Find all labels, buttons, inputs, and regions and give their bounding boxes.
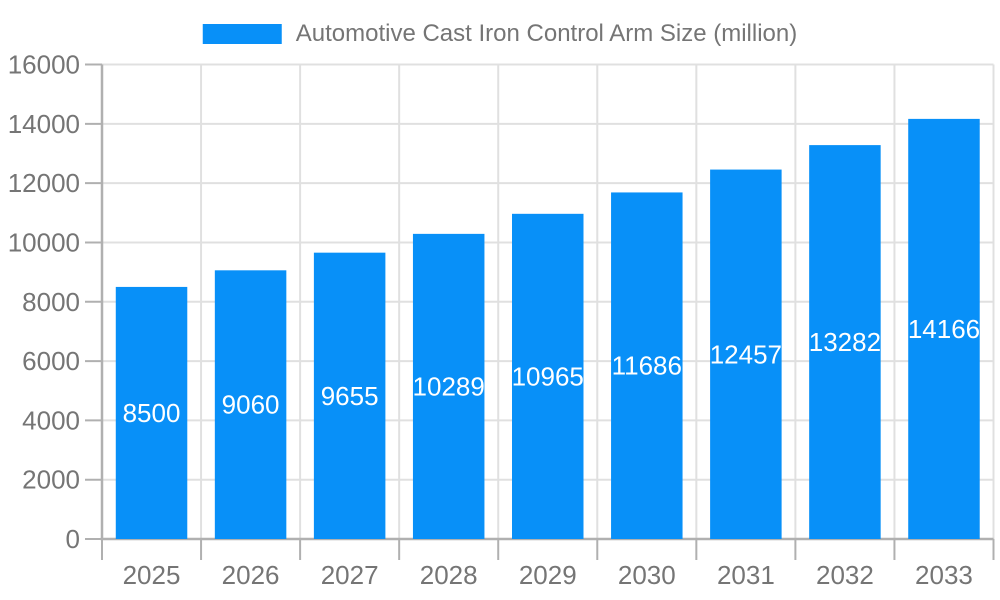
legend-label: Automotive Cast Iron Control Arm Size (m… [295, 20, 798, 47]
x-tick-label: 2028 [420, 560, 478, 590]
bar-value-label: 9655 [321, 381, 379, 411]
bar-2025 [115, 286, 188, 539]
bar-2029 [512, 213, 584, 539]
x-tick-label: 2031 [717, 560, 775, 590]
x-tick-label: 2032 [816, 560, 874, 590]
bar-value-label: 13282 [809, 327, 881, 357]
y-tick-label: 8000 [22, 287, 80, 317]
y-tick-label: 12000 [8, 168, 80, 198]
x-tick-label: 2026 [222, 560, 280, 590]
legend-marker-swatch [202, 24, 282, 44]
bar-2028 [412, 233, 485, 540]
x-tick-label: 2030 [618, 560, 676, 590]
y-tick-label: 10000 [8, 227, 80, 257]
bar-2026 [214, 270, 287, 539]
bar-2027 [313, 252, 386, 540]
bar-2031 [710, 169, 782, 540]
y-tick-label: 0 [66, 524, 80, 554]
x-tick-label: 2025 [123, 560, 181, 590]
bar-2030 [611, 192, 683, 539]
bar-value-label: 12457 [710, 339, 782, 369]
legend[interactable]: Automotive Cast Iron Control Arm Size (m… [202, 20, 798, 47]
y-tick-label: 16000 [8, 50, 80, 80]
bar-value-label: 10289 [413, 371, 485, 401]
x-tick-label: 2033 [915, 560, 973, 590]
y-tick-label: 4000 [22, 405, 80, 435]
x-tick-label: 2029 [519, 560, 577, 590]
bar-value-label: 8500 [123, 398, 181, 428]
bar-value-label: 14166 [908, 314, 980, 344]
y-tick-label: 14000 [8, 109, 80, 139]
x-tick-label: 2027 [321, 560, 379, 590]
bar-value-label: 9060 [222, 390, 280, 420]
bar-value-label: 11686 [612, 351, 682, 381]
y-tick-label: 2000 [22, 465, 80, 495]
bar-value-label: 10965 [512, 361, 584, 391]
bar-2032 [809, 145, 881, 539]
bar-2033 [908, 118, 980, 540]
y-tick-label: 6000 [22, 346, 80, 376]
